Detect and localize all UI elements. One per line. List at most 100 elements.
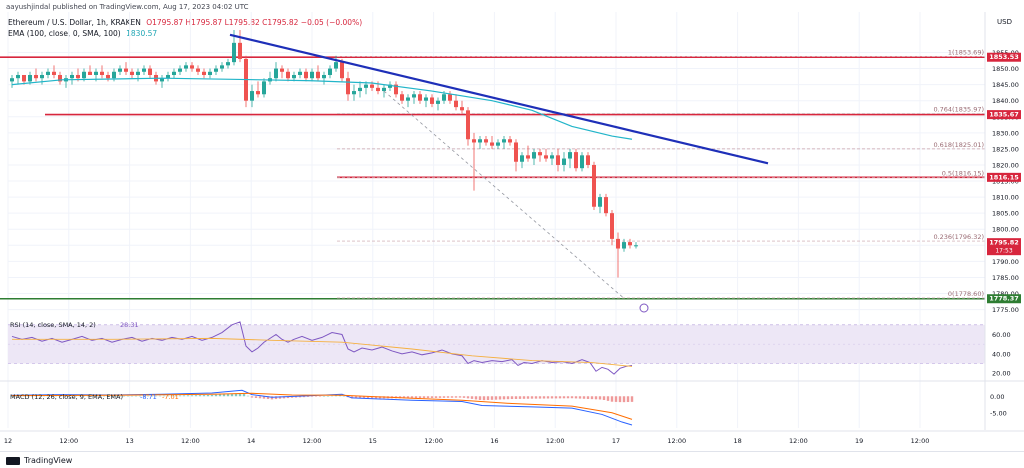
macd-histogram-bar: [146, 395, 150, 397]
candle-body: [346, 78, 350, 95]
macd-histogram-bar: [158, 395, 162, 397]
macd-histogram-bar: [14, 395, 18, 397]
macd-histogram-bar: [306, 396, 310, 397]
macd-histogram-bar: [110, 395, 114, 397]
candle-body: [574, 152, 578, 169]
candle-body: [592, 164, 596, 207]
price-tick-label: 1805.00: [992, 210, 1019, 218]
macd-histogram-bar: [170, 395, 174, 397]
time-tick-label: 12:00: [789, 437, 808, 445]
price-tag-label: 1816.15: [989, 173, 1019, 181]
price-tag-label: 1795.82: [989, 239, 1019, 247]
macd-histogram-bar: [578, 396, 582, 399]
candle-body: [184, 65, 188, 69]
ema-legend[interactable]: EMA (100, close, 0, SMA, 100) 1830.57: [8, 29, 157, 38]
brand-name: TradingView: [24, 456, 73, 465]
candle-body: [364, 84, 368, 88]
fib-label: 1(1853.69): [948, 49, 984, 57]
macd-histogram-bar: [282, 396, 286, 399]
trendline: [229, 33, 769, 165]
tradingview-logo-icon: [6, 456, 20, 465]
macd-histogram-bar: [510, 396, 514, 400]
candle-body: [538, 152, 542, 156]
macd-histogram-bar: [526, 396, 530, 399]
fib-label: 0.236(1796.32): [933, 233, 984, 241]
time-tick-label: 13: [125, 437, 133, 445]
macd-histogram-bar: [566, 396, 570, 399]
candle-body: [232, 42, 236, 63]
tradingview-brand[interactable]: TradingView: [6, 456, 72, 465]
candle-body: [16, 74, 20, 79]
candle-body: [172, 71, 176, 75]
macd-histogram-bar: [402, 396, 406, 399]
candle-body: [274, 68, 278, 79]
macd-histogram-bar: [102, 395, 106, 397]
macd-histogram-bar: [138, 395, 142, 397]
candle-body: [580, 155, 584, 169]
price-tick-label: 1820.00: [992, 161, 1019, 169]
candle-body: [490, 142, 494, 146]
macd-histogram-bar: [74, 395, 78, 397]
price-tick-label: 1785.00: [992, 274, 1019, 282]
candle-body: [118, 68, 122, 72]
macd-histogram-bar: [582, 396, 586, 399]
macd-histogram-bar: [430, 396, 434, 398]
candle-body: [316, 71, 320, 79]
candle-body: [208, 71, 212, 75]
macd-histogram-bar: [410, 396, 414, 399]
macd-histogram-bar: [442, 396, 446, 398]
macd-histogram-bar: [474, 396, 478, 400]
time-tick-label: 17: [612, 437, 620, 445]
candle-body: [352, 91, 356, 95]
price-chart[interactable]: 1(1853.69) 0.764(1835.97) 0.618(1825.01) 0.…: [0, 0, 1024, 450]
rsi-value: 28.31: [120, 321, 139, 329]
macd-histogram-bar: [230, 393, 234, 397]
symbol-legend[interactable]: Ethereum / U.S. Dollar, 1h, KRAKEN O1795…: [8, 18, 362, 27]
macd-histogram-bar: [154, 395, 158, 397]
candle-body: [286, 71, 290, 79]
candle-body: [436, 100, 440, 104]
macd-histogram-bar: [542, 396, 546, 399]
macd-histogram-bar: [498, 396, 502, 400]
candle-body: [124, 68, 128, 72]
macd-histogram-bar: [94, 395, 98, 397]
candle-body: [406, 97, 410, 101]
price-tag-bg: [987, 52, 1021, 62]
candle-body: [376, 87, 380, 92]
candle-body: [310, 71, 314, 79]
time-tick-label: 12:00: [546, 437, 565, 445]
price-tick-label: 1825.00: [992, 145, 1019, 153]
candle-body: [88, 71, 92, 75]
footer: TradingView: [0, 451, 1024, 468]
time-tick-label: 12:00: [59, 437, 78, 445]
macd-histogram-bar: [234, 393, 238, 397]
candle-body: [484, 139, 488, 143]
candle-body: [256, 91, 260, 95]
time-tick-label: 19: [855, 437, 863, 445]
macd-histogram-bar: [438, 396, 442, 398]
candle-body: [358, 87, 362, 92]
candle-body: [562, 158, 566, 165]
macd-histogram-bar: [194, 395, 198, 397]
macd-histogram-bar: [258, 396, 262, 399]
candle-body: [202, 71, 206, 75]
macd-histogram-bar: [626, 396, 630, 403]
price-tick-label: 1850.00: [992, 65, 1019, 73]
time-tick-label: 12:00: [303, 437, 322, 445]
price-tick-label: 1800.00: [992, 226, 1019, 234]
publisher-header: aayushjindal published on TradingView.co…: [6, 3, 249, 11]
macd-histogram-bar: [190, 395, 194, 397]
currency-label: USD: [997, 18, 1012, 26]
macd-histogram-bar: [206, 395, 210, 397]
rsi-tick-label: 40.00: [992, 350, 1011, 358]
macd-legend: MACD (12, 26, close, 9, EMA, EMA): [10, 393, 123, 401]
candle-body: [478, 139, 482, 143]
price-tag-label: 1835.67: [989, 111, 1019, 119]
candle-body: [34, 74, 38, 79]
candle-body: [70, 74, 74, 79]
macd-histogram-bar: [570, 396, 574, 399]
macd-histogram-bar: [270, 396, 274, 400]
macd-histogram-bar: [326, 395, 330, 397]
macd-histogram-bar: [202, 395, 206, 397]
macd-histogram-bar: [266, 396, 270, 400]
